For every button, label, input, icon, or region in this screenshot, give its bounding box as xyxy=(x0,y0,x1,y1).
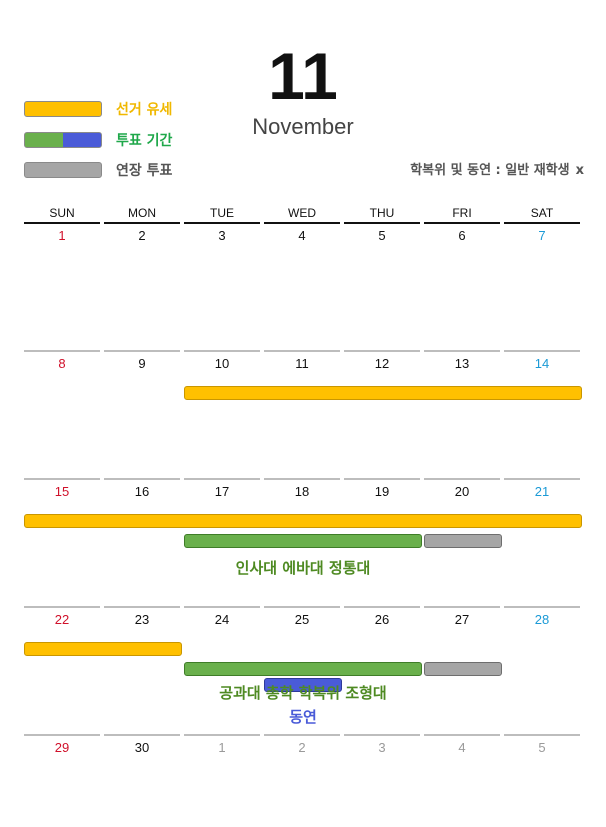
month-number: 11 xyxy=(268,39,338,113)
day-cell[interactable]: 10 xyxy=(214,356,230,371)
day-cell[interactable]: 3 xyxy=(218,228,226,243)
day-cell[interactable]: 4 xyxy=(458,740,466,755)
legend-swatch xyxy=(24,132,102,148)
week-divider xyxy=(104,606,180,608)
week-divider xyxy=(104,478,180,480)
day-cell[interactable]: 26 xyxy=(374,612,390,627)
week-divider xyxy=(504,734,580,736)
week-divider xyxy=(504,350,580,352)
day-cell[interactable]: 5 xyxy=(378,228,386,243)
week-divider xyxy=(184,606,260,608)
day-cell[interactable]: 28 xyxy=(534,612,550,627)
event-bar-campaign[interactable] xyxy=(184,386,582,400)
week-divider xyxy=(24,734,100,736)
weekday-label: WED xyxy=(288,206,316,220)
week-divider xyxy=(424,734,500,736)
event-bar-campaign[interactable] xyxy=(24,642,182,656)
week-divider xyxy=(504,606,580,608)
event-note: 인사대 에바대 정통대 xyxy=(235,559,371,577)
week-divider xyxy=(344,734,420,736)
event-note: 동연 xyxy=(289,708,317,726)
legend-label: 투표 기간 xyxy=(116,133,173,149)
week-divider xyxy=(344,606,420,608)
header-divider xyxy=(264,222,340,224)
legend-swatch xyxy=(24,162,102,178)
filter-note: 학복위 및 동연 : 일반 재학생 x xyxy=(410,161,584,181)
day-cell[interactable]: 20 xyxy=(454,484,470,499)
day-cell[interactable]: 27 xyxy=(454,612,470,627)
event-bar-extended[interactable] xyxy=(424,534,502,548)
weekday-label: SUN xyxy=(49,206,75,220)
header-divider xyxy=(504,222,580,224)
day-cell[interactable]: 2 xyxy=(298,740,306,755)
day-cell[interactable]: 4 xyxy=(298,228,306,243)
day-cell[interactable]: 1 xyxy=(218,740,226,755)
header-divider xyxy=(424,222,500,224)
day-cell[interactable]: 21 xyxy=(534,484,550,499)
week-divider xyxy=(424,350,500,352)
week-divider xyxy=(344,478,420,480)
day-cell[interactable]: 23 xyxy=(134,612,150,627)
week-divider xyxy=(104,350,180,352)
day-cell[interactable]: 16 xyxy=(134,484,150,499)
event-bar-voting[interactable] xyxy=(184,534,422,548)
day-cell[interactable]: 5 xyxy=(538,740,546,755)
week-divider xyxy=(104,734,180,736)
week-divider xyxy=(184,350,260,352)
weekday-label: THU xyxy=(369,206,395,220)
legend-swatch xyxy=(24,101,102,117)
event-bar-extended[interactable] xyxy=(424,662,502,676)
day-cell[interactable]: 30 xyxy=(134,740,150,755)
week-divider xyxy=(24,478,100,480)
legend-label: 연장 투표 xyxy=(116,163,173,179)
week-divider xyxy=(184,478,260,480)
weekday-label: FRI xyxy=(452,206,472,220)
day-cell[interactable]: 1 xyxy=(58,228,66,243)
week-divider xyxy=(264,606,340,608)
day-cell[interactable]: 8 xyxy=(58,356,66,371)
day-cell[interactable]: 13 xyxy=(454,356,470,371)
weekday-label: MON xyxy=(128,206,156,220)
legend-label: 선거 유세 xyxy=(116,102,173,118)
header-divider xyxy=(344,222,420,224)
day-cell[interactable]: 3 xyxy=(378,740,386,755)
day-cell[interactable]: 22 xyxy=(54,612,70,627)
week-divider xyxy=(24,350,100,352)
close-icon[interactable]: x xyxy=(575,163,584,178)
week-divider xyxy=(424,606,500,608)
day-cell[interactable]: 18 xyxy=(294,484,310,499)
day-cell[interactable]: 2 xyxy=(138,228,146,243)
day-cell[interactable]: 15 xyxy=(54,484,70,499)
header-divider xyxy=(104,222,180,224)
weekday-label: SAT xyxy=(530,206,554,220)
event-note: 공과대 총학 학복위 조형대 xyxy=(219,684,387,702)
header-divider xyxy=(184,222,260,224)
day-cell[interactable]: 25 xyxy=(294,612,310,627)
week-divider xyxy=(24,606,100,608)
month-name: November xyxy=(252,114,354,139)
day-cell[interactable]: 9 xyxy=(138,356,146,371)
day-cell[interactable]: 14 xyxy=(534,356,550,371)
filter-text: 학복위 및 동연 : 일반 재학생 xyxy=(410,163,570,178)
event-bar-voting-dongyeon[interactable] xyxy=(264,678,342,692)
week-divider xyxy=(264,350,340,352)
day-cell[interactable]: 12 xyxy=(374,356,390,371)
day-cell[interactable]: 17 xyxy=(214,484,230,499)
week-divider xyxy=(344,350,420,352)
week-divider xyxy=(184,734,260,736)
event-bar-campaign[interactable] xyxy=(24,514,582,528)
event-bar-voting[interactable] xyxy=(184,662,422,676)
day-cell[interactable]: 6 xyxy=(458,228,466,243)
day-cell[interactable]: 19 xyxy=(374,484,390,499)
weekday-label: TUE xyxy=(210,206,234,220)
day-cell[interactable]: 11 xyxy=(295,356,309,371)
week-divider xyxy=(264,734,340,736)
day-cell[interactable]: 24 xyxy=(214,612,230,627)
day-cell[interactable]: 29 xyxy=(54,740,70,755)
week-divider xyxy=(264,478,340,480)
week-divider xyxy=(504,478,580,480)
week-divider xyxy=(424,478,500,480)
header-divider xyxy=(24,222,100,224)
day-cell[interactable]: 7 xyxy=(538,228,546,243)
